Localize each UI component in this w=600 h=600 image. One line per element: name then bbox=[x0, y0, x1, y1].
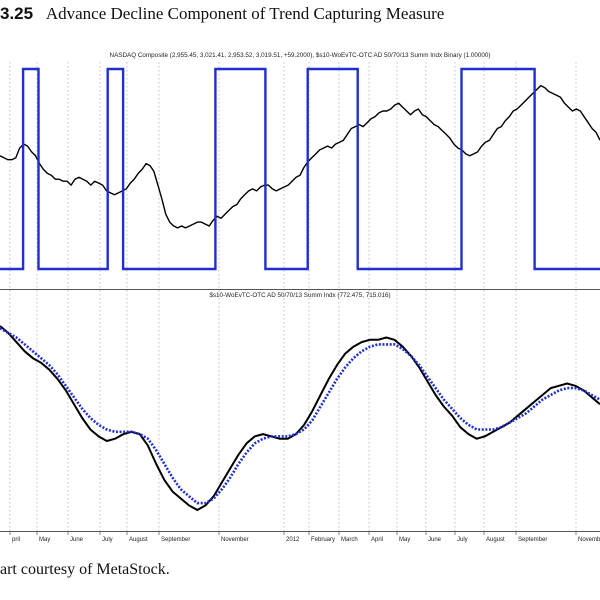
figure-caption: art courtesy of MetaStock. bbox=[0, 561, 170, 578]
price-line bbox=[0, 84, 600, 229]
bottom-panel-title: $s10-WoEvTC-OTC AD 50/70/13 Summ Indx (7… bbox=[209, 292, 390, 299]
top-panel-title: NASDAQ Composite (2,955.45, 3,021.41, 2,… bbox=[110, 52, 491, 59]
bottom-panel bbox=[0, 325, 600, 511]
x-tick-label: June bbox=[70, 537, 84, 543]
x-tick-label: July bbox=[457, 537, 468, 543]
x-tick-label: November bbox=[221, 537, 249, 543]
x-tick-label: August bbox=[129, 537, 148, 543]
x-tick-label: April bbox=[371, 537, 383, 543]
x-tick-label: March bbox=[341, 537, 358, 543]
x-tick-label: September bbox=[518, 537, 547, 543]
x-tick-label: February bbox=[311, 537, 335, 543]
x-tick-label: May bbox=[399, 537, 410, 543]
binary-signal-line bbox=[0, 67, 600, 271]
x-tick-label: November bbox=[578, 537, 600, 543]
summation-index-line bbox=[0, 325, 600, 511]
figure-title: 3.25 Advance Decline Component of Trend … bbox=[0, 4, 444, 24]
x-tick-label: pril bbox=[12, 537, 20, 543]
x-tick-label: September bbox=[161, 537, 190, 543]
figure-title-text: Advance Decline Component of Trend Captu… bbox=[45, 4, 445, 23]
x-tick-label: May bbox=[39, 537, 50, 543]
smoothed-index-line bbox=[0, 327, 600, 505]
x-tick-label: 2012 bbox=[286, 537, 300, 543]
figure-number: 3.25 bbox=[0, 4, 34, 23]
x-tick-label: June bbox=[428, 537, 442, 543]
top-panel bbox=[0, 67, 600, 271]
x-tick-label: August bbox=[486, 537, 505, 543]
x-tick-label: July bbox=[102, 537, 113, 543]
x-axis: pril May June July August September November 20… bbox=[9, 531, 600, 543]
